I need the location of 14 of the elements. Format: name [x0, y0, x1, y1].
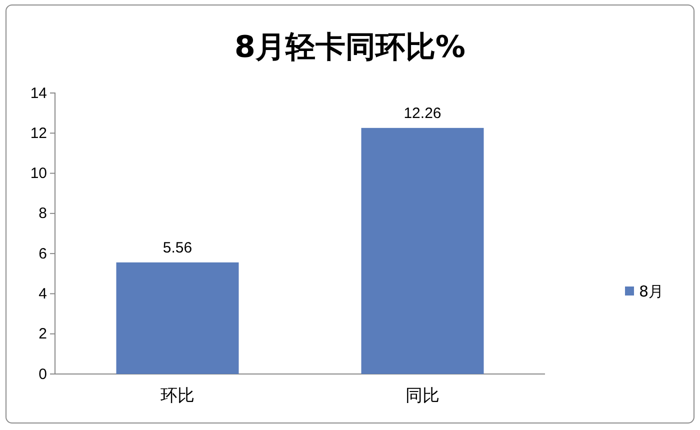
y-tick-label: 0: [38, 366, 47, 383]
y-tick-label: 4: [38, 286, 47, 303]
x-tick-label: 同比: [406, 386, 440, 405]
x-tick-label: 环比: [160, 386, 194, 405]
y-tick-label: 2: [38, 326, 47, 343]
y-tick-label: 8: [38, 205, 47, 222]
y-tick-label: 12: [30, 124, 47, 142]
data-label: 5.56: [162, 239, 192, 256]
chart-title: 8月轻卡同环比%: [234, 30, 466, 65]
data-label: 12.26: [404, 104, 442, 122]
y-tick-label: 14: [30, 84, 47, 102]
legend-label: 8月: [639, 282, 664, 300]
y-tick-label: 10: [30, 165, 47, 182]
y-tick-label: 6: [38, 245, 47, 262]
